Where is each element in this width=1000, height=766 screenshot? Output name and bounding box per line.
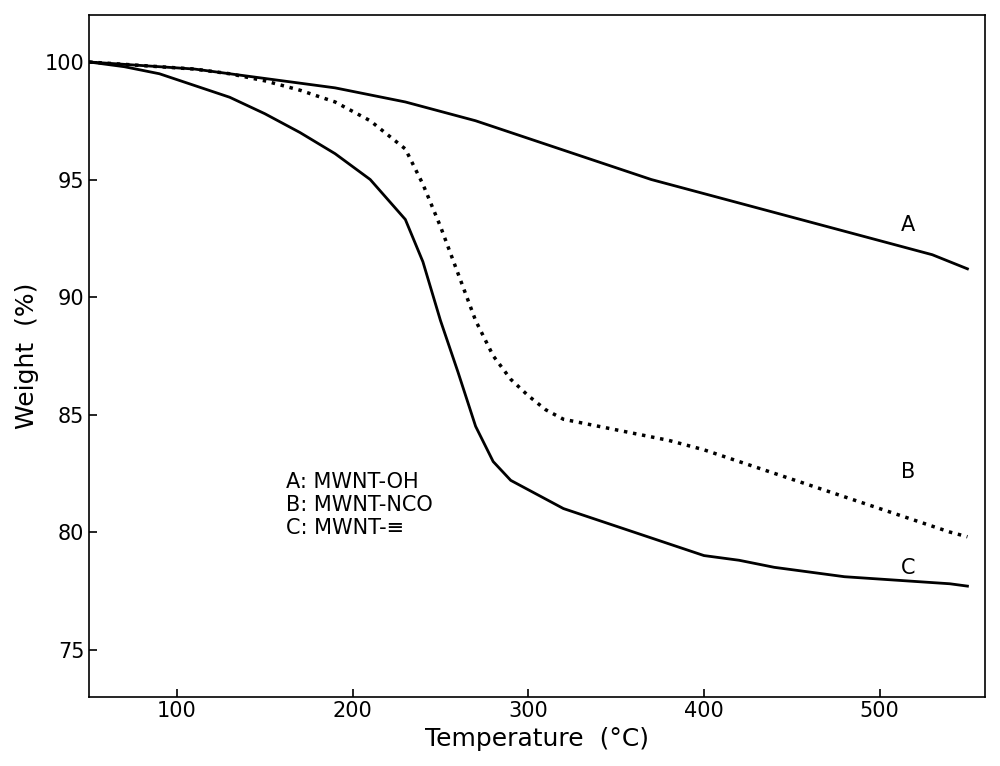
Text: A: A — [901, 215, 915, 235]
Text: B: B — [901, 462, 915, 482]
Text: A: MWNT-OH
B: MWNT-NCO
C: MWNT-≡: A: MWNT-OH B: MWNT-NCO C: MWNT-≡ — [286, 472, 433, 538]
X-axis label: Temperature  (°C): Temperature (°C) — [425, 727, 649, 751]
Text: C: C — [901, 558, 915, 578]
Y-axis label: Weight  (%): Weight (%) — [15, 283, 39, 429]
